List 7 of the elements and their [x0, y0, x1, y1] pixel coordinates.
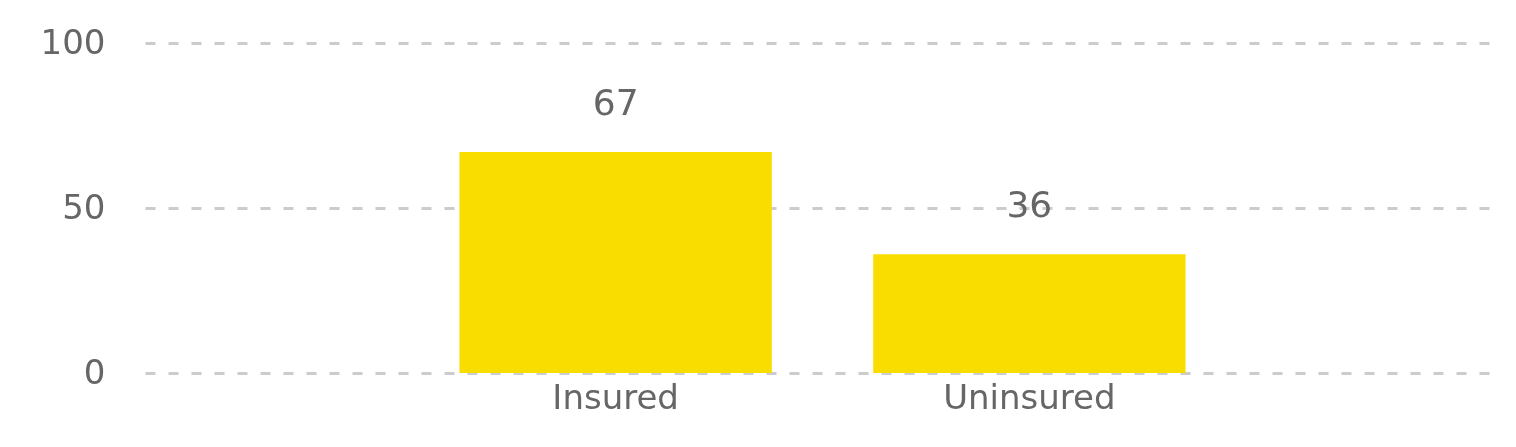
data-label: 67 [592, 81, 639, 123]
x-tick-label: Insured [552, 376, 679, 417]
data-label: 36 [1006, 184, 1053, 226]
y-tick-label: 50 [62, 186, 106, 227]
y-tick-label: 100 [40, 21, 106, 62]
x-tick-label: Uninsured [943, 376, 1116, 417]
y-tick-label: 0 [83, 351, 106, 392]
